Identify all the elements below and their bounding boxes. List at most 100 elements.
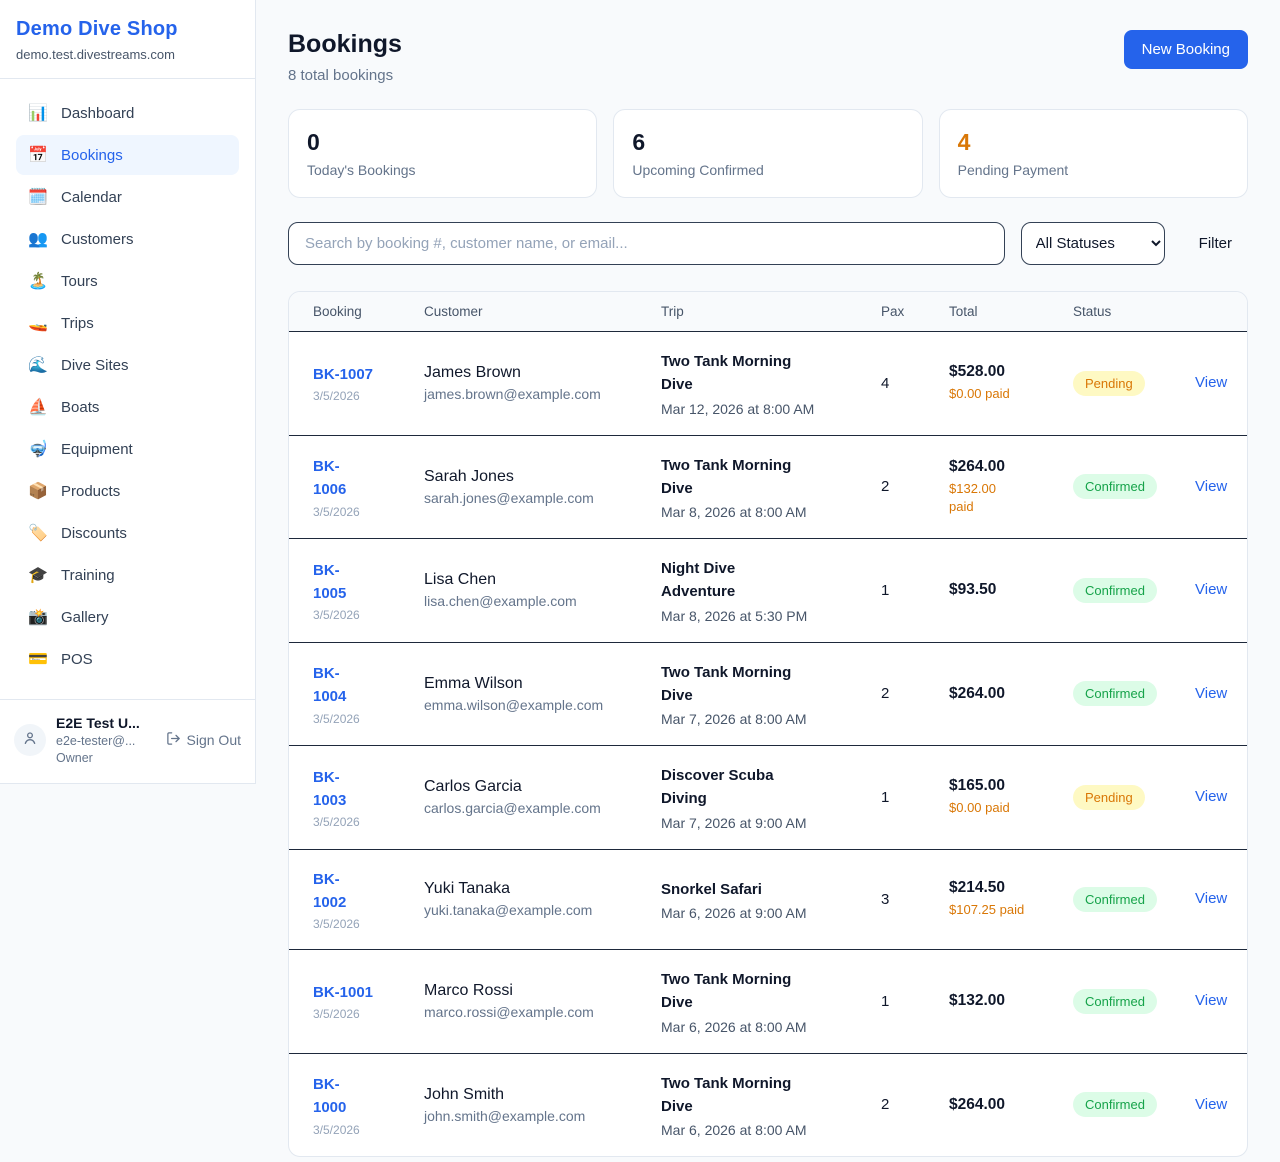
view-link[interactable]: View xyxy=(1195,992,1228,1010)
sidebar-item-label: POS xyxy=(61,650,93,668)
view-cell: View xyxy=(1195,1096,1235,1114)
sidebar-item-tours[interactable]: 🏝️ Tours xyxy=(16,261,239,301)
page-title-block: Bookings 8 total bookings xyxy=(288,30,402,84)
view-link[interactable]: View xyxy=(1195,1095,1228,1113)
status-badge: Confirmed xyxy=(1073,886,1157,912)
status-badge: Pending xyxy=(1073,370,1145,396)
customer-cell: Carlos Garcia carlos.garcia@example.com xyxy=(424,778,661,816)
booking-id-link[interactable]: BK-1001 xyxy=(313,984,374,1002)
trip-datetime: Mar 12, 2026 at 8:00 AM xyxy=(661,400,815,417)
trip-name: Two Tank Morning Dive xyxy=(661,1074,792,1115)
dive-sites-icon: 🌊 xyxy=(28,357,48,374)
sidebar-item-label: Customers xyxy=(61,230,134,248)
sidebar-item-boats[interactable]: ⛵ Boats xyxy=(16,387,239,427)
sidebar-item-dashboard[interactable]: 📊 Dashboard xyxy=(16,93,239,133)
column-header-total: Total xyxy=(949,304,978,319)
view-link[interactable]: View xyxy=(1195,374,1228,392)
sidebar-item-equipment[interactable]: 🤿 Equipment xyxy=(16,429,239,469)
customer-name: Sarah Jones xyxy=(424,467,514,485)
view-link[interactable]: View xyxy=(1195,788,1228,806)
status-cell: Confirmed xyxy=(1073,474,1195,500)
status-filter-select[interactable]: All Statuses xyxy=(1020,222,1165,265)
booking-cell: BK-1007 3/5/2026 xyxy=(313,363,424,403)
total-cell: $93.50 xyxy=(949,581,1073,599)
sidebar-item-pos[interactable]: 💳 POS xyxy=(16,639,239,679)
booking-cell: BK-1004 3/5/2026 xyxy=(313,662,424,726)
total-cell: $264.00 xyxy=(949,1096,1073,1114)
sign-out-icon xyxy=(166,731,181,749)
status-badge: Confirmed xyxy=(1073,474,1157,500)
table-body: BK-1007 3/5/2026 James Brown james.brown… xyxy=(289,332,1247,1156)
sign-out-button[interactable]: Sign Out xyxy=(166,731,241,749)
column-header-trip: Trip xyxy=(661,304,684,319)
stat-value: 6 xyxy=(632,129,646,155)
table-row: BK-1004 3/5/2026 Emma Wilson emma.wilson… xyxy=(289,643,1247,746)
booking-date: 3/5/2026 xyxy=(313,917,360,931)
status-cell: Confirmed xyxy=(1073,988,1195,1014)
table-row: BK-1002 3/5/2026 Yuki Tanaka yuki.tanaka… xyxy=(289,850,1247,950)
new-booking-button[interactable]: New Booking xyxy=(1123,30,1248,69)
booking-id-link[interactable]: BK-1000 xyxy=(313,1076,347,1117)
bookings-table: Booking Customer Trip Pax Total Status BK-100… xyxy=(288,291,1248,1157)
brand-block: Demo Dive Shop demo.test.divestreams.com xyxy=(0,0,255,79)
tours-icon: 🏝️ xyxy=(28,273,48,290)
sidebar-item-calendar[interactable]: 🗓️ Calendar xyxy=(16,177,239,217)
booking-id-link[interactable]: BK-1002 xyxy=(313,870,347,911)
booking-id-link[interactable]: BK-1003 xyxy=(313,768,347,809)
brand-domain: demo.test.divestreams.com xyxy=(16,47,175,62)
column-header-pax: Pax xyxy=(881,304,905,319)
sidebar-item-customers[interactable]: 👥 Customers xyxy=(16,219,239,259)
booking-cell: BK-1002 3/5/2026 xyxy=(313,868,424,932)
pax-count: 2 xyxy=(881,685,890,703)
status-cell: Pending xyxy=(1073,370,1195,396)
customer-email: john.smith@example.com xyxy=(424,1107,586,1124)
view-cell: View xyxy=(1195,890,1235,908)
trip-datetime: Mar 7, 2026 at 8:00 AM xyxy=(661,711,807,727)
sidebar-item-bookings[interactable]: 📅 Bookings xyxy=(16,135,239,175)
customer-name: James Brown xyxy=(424,364,521,382)
trip-cell: Snorkel Safari Mar 6, 2026 at 9:00 AM xyxy=(661,878,881,921)
booking-cell: BK-1000 3/5/2026 xyxy=(313,1073,424,1137)
table-header-row: Booking Customer Trip Pax Total Status xyxy=(289,292,1247,332)
customer-name: Lisa Chen xyxy=(424,571,497,589)
table-row: BK-1003 3/5/2026 Carlos Garcia carlos.ga… xyxy=(289,746,1247,850)
view-link[interactable]: View xyxy=(1195,684,1228,702)
pax-count: 1 xyxy=(881,581,890,599)
view-link[interactable]: View xyxy=(1195,581,1228,599)
total-amount: $264.00 xyxy=(949,684,1006,702)
booking-id-link[interactable]: BK-1006 xyxy=(313,458,347,499)
booking-id-link[interactable]: BK-1004 xyxy=(313,665,347,706)
total-cell: $264.00 $132.00 paid xyxy=(949,458,1073,516)
pos-icon: 💳 xyxy=(28,651,48,668)
booking-id-link[interactable]: BK-1005 xyxy=(313,561,347,602)
pax-count: 2 xyxy=(881,1096,890,1114)
view-cell: View xyxy=(1195,788,1235,806)
booking-date: 3/5/2026 xyxy=(313,1122,360,1137)
search-input[interactable] xyxy=(288,222,1005,265)
sidebar-item-discounts[interactable]: 🏷️ Discounts xyxy=(16,513,239,553)
booking-cell: BK-1006 3/5/2026 xyxy=(313,455,424,519)
sidebar-item-dive-sites[interactable]: 🌊 Dive Sites xyxy=(16,345,239,385)
customer-email: lisa.chen@example.com xyxy=(424,593,577,610)
paid-amount: $132.00 paid xyxy=(949,480,996,514)
bookings-icon: 📅 xyxy=(28,147,48,164)
sidebar-item-products[interactable]: 📦 Products xyxy=(16,471,239,511)
sign-out-label: Sign Out xyxy=(186,732,241,749)
user-role: Owner xyxy=(56,750,93,765)
sidebar-item-trips[interactable]: 🚤 Trips xyxy=(16,303,239,343)
booking-id-link[interactable]: BK-1007 xyxy=(313,366,374,384)
sidebar-item-training[interactable]: 🎓 Training xyxy=(16,555,239,595)
view-link[interactable]: View xyxy=(1195,477,1228,495)
trip-datetime: Mar 7, 2026 at 9:00 AM xyxy=(661,814,807,831)
equipment-icon: 🤿 xyxy=(28,441,48,458)
status-badge: Confirmed xyxy=(1073,1092,1157,1118)
status-badge: Confirmed xyxy=(1073,681,1157,707)
boats-icon: ⛵ xyxy=(28,399,48,416)
view-link[interactable]: View xyxy=(1195,890,1228,908)
stat-label: Pending Payment xyxy=(957,162,1069,178)
stat-value: 0 xyxy=(307,129,320,155)
sidebar-item-gallery[interactable]: 📸 Gallery xyxy=(16,597,239,637)
filter-button[interactable]: Filter xyxy=(1181,235,1248,252)
trip-datetime: Mar 6, 2026 at 8:00 AM xyxy=(661,1018,807,1035)
trip-cell: Two Tank Morning Dive Mar 12, 2026 at 8:… xyxy=(661,350,881,417)
